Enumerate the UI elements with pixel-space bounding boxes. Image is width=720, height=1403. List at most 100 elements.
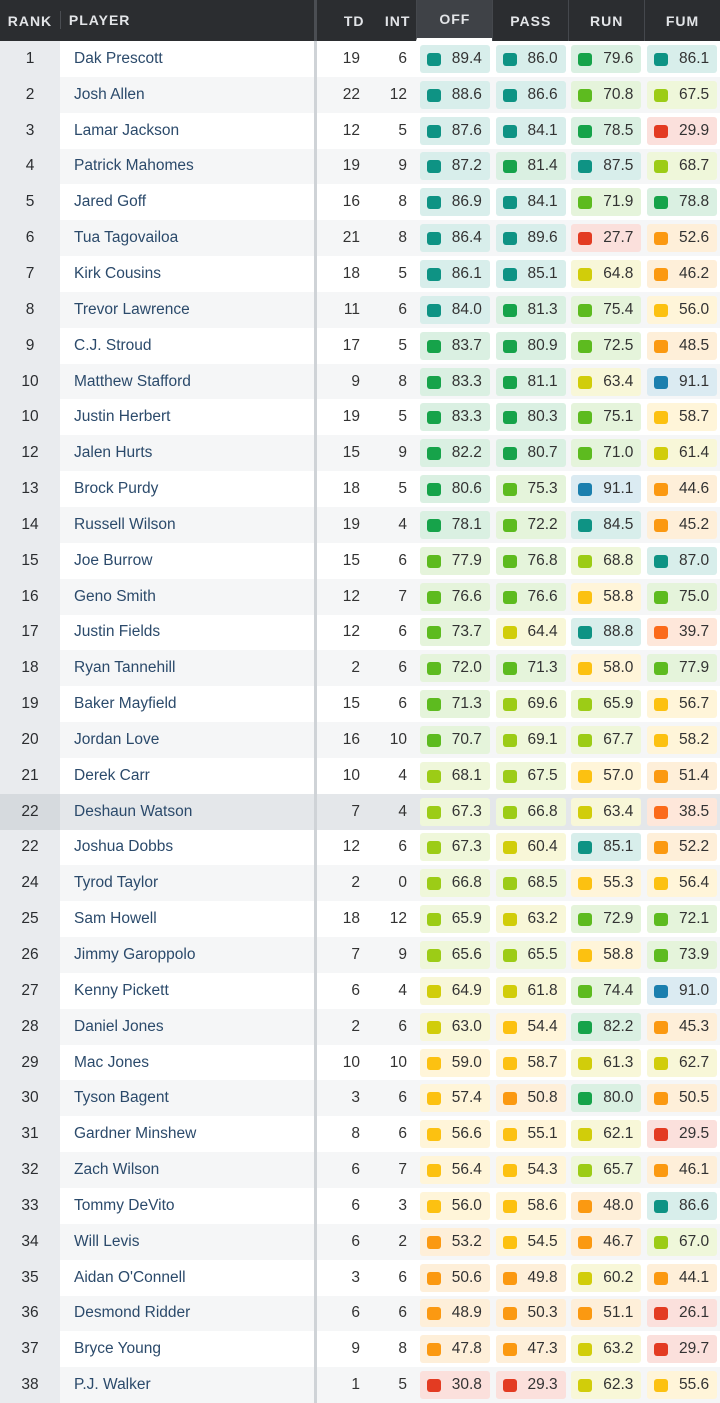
table-row[interactable]: 15 Joe Burrow 15 6 77.9 76.8 68.8 87.0 bbox=[0, 542, 720, 579]
run-grade-value: 65.9 bbox=[603, 695, 634, 713]
td-column-header[interactable]: TD bbox=[313, 0, 369, 41]
table-row[interactable]: 13 Brock Purdy 18 5 80.6 75.3 91.1 44.6 bbox=[0, 471, 720, 507]
player-name-link[interactable]: Trevor Lawrence bbox=[60, 291, 314, 328]
table-row[interactable]: 7 Kirk Cousins 18 5 86.1 85.1 64.8 46.2 bbox=[0, 256, 720, 292]
pass-grade-value: 29.3 bbox=[527, 1376, 558, 1394]
pass-column-header[interactable]: PASS bbox=[492, 0, 568, 41]
grade-color-swatch bbox=[426, 483, 441, 497]
player-name-link[interactable]: Russell Wilson bbox=[60, 506, 314, 543]
player-name-link[interactable]: Tyrod Taylor bbox=[60, 865, 314, 902]
table-row[interactable]: 4 Patrick Mahomes 19 9 87.2 81.4 87.5 68.7 bbox=[0, 148, 720, 185]
player-name-link[interactable]: Deshaun Watson bbox=[60, 793, 314, 830]
int-column-header[interactable]: INT bbox=[384, 12, 411, 29]
player-name-link[interactable]: Brock Purdy bbox=[74, 480, 159, 498]
table-row[interactable]: 22 Joshua Dobbs 12 6 67.3 60.4 85.1 52.2 bbox=[0, 829, 720, 866]
player-name-link[interactable]: Justin Herbert bbox=[74, 408, 171, 426]
table-row[interactable]: 31 Gardner Minshew 8 6 56.6 55.1 62.1 29.5 bbox=[0, 1116, 720, 1153]
player-name-link[interactable]: Patrick Mahomes bbox=[60, 148, 314, 185]
table-row[interactable]: 16 Geno Smith 12 7 76.6 76.6 58.8 75.0 bbox=[0, 578, 720, 615]
player-name-link[interactable]: Sam Howell bbox=[74, 910, 157, 928]
pass-grade-badge: 54.5 bbox=[495, 1227, 566, 1256]
table-row[interactable]: 29 Mac Jones 10 10 59.0 58.7 61.3 62.7 bbox=[0, 1044, 720, 1081]
table-row[interactable]: 22 Deshaun Watson 7 4 67.3 66.8 63.4 38.5 bbox=[0, 793, 720, 830]
table-row[interactable]: 25 Sam Howell 18 12 65.9 63.2 72.9 72.1 bbox=[0, 901, 720, 938]
table-row[interactable]: 38 P.J. Walker 1 5 30.8 29.3 62.3 55.6 bbox=[0, 1367, 720, 1403]
table-row[interactable]: 6 Tua Tagovailoa 21 8 86.4 89.6 27.7 52.6 bbox=[0, 220, 720, 257]
table-row[interactable]: 21 Derek Carr 10 4 68.1 67.5 57.0 51.4 bbox=[0, 757, 720, 794]
int-cell: 4 bbox=[398, 802, 407, 820]
grade-color-swatch bbox=[578, 877, 593, 891]
player-name-link[interactable]: Joshua Dobbs bbox=[74, 838, 174, 856]
table-row[interactable]: 32 Zach Wilson 6 7 56.4 54.3 65.7 46.1 bbox=[0, 1152, 720, 1188]
player-name-link[interactable]: Lamar Jackson bbox=[74, 121, 180, 139]
off-column-header[interactable]: OFF bbox=[416, 0, 493, 41]
pass-grade-value: 75.3 bbox=[527, 480, 558, 498]
player-name-link[interactable]: Ryan Tannehill bbox=[60, 650, 314, 687]
table-row[interactable]: 30 Tyson Bagent 3 6 57.4 50.8 80.0 50.5 bbox=[0, 1080, 720, 1117]
table-row[interactable]: 26 Jimmy Garoppolo 7 9 65.6 65.5 58.8 73.9 bbox=[0, 937, 720, 973]
fum-column-header[interactable]: FUM bbox=[644, 0, 720, 41]
player-name-link[interactable]: P.J. Walker bbox=[60, 1367, 314, 1403]
player-name-link[interactable]: Joe Burrow bbox=[74, 551, 153, 569]
player-name-link[interactable]: Kenny Pickett bbox=[74, 981, 169, 999]
table-row[interactable]: 14 Russell Wilson 19 4 78.1 72.2 84.5 45.2 bbox=[0, 506, 720, 543]
player-name-link[interactable]: Jordan Love bbox=[60, 722, 314, 758]
off-grade-badge: 89.4 bbox=[419, 44, 490, 73]
table-row[interactable]: 27 Kenny Pickett 6 4 64.9 61.8 74.4 91.0 bbox=[0, 972, 720, 1009]
player-name-link[interactable]: Jimmy Garoppolo bbox=[60, 937, 314, 973]
table-row[interactable]: 37 Bryce Young 9 8 47.8 47.3 63.2 29.7 bbox=[0, 1331, 720, 1368]
table-row[interactable]: 10 Justin Herbert 19 5 83.3 80.3 75.1 58.7 bbox=[0, 399, 720, 436]
player-name-link[interactable]: Matthew Stafford bbox=[60, 363, 314, 400]
player-name-link[interactable]: Tyson Bagent bbox=[60, 1080, 314, 1117]
table-row[interactable]: 20 Jordan Love 16 10 70.7 69.1 67.7 58.2 bbox=[0, 722, 720, 758]
table-row[interactable]: 18 Ryan Tannehill 2 6 72.0 71.3 58.0 77.9 bbox=[0, 650, 720, 687]
player-name-link[interactable]: Bryce Young bbox=[74, 1340, 162, 1358]
pass-grade-badge: 60.4 bbox=[495, 833, 566, 862]
table-row[interactable]: 34 Will Levis 6 2 53.2 54.5 46.7 67.0 bbox=[0, 1223, 720, 1260]
player-name-link[interactable]: Dak Prescott bbox=[74, 49, 163, 67]
player-name-link[interactable]: Will Levis bbox=[60, 1223, 314, 1260]
player-name-link[interactable]: Tua Tagovailoa bbox=[60, 220, 314, 257]
run-grade-value: 58.0 bbox=[603, 659, 634, 677]
grade-color-swatch bbox=[578, 303, 593, 317]
player-name-link[interactable]: Zach Wilson bbox=[60, 1152, 314, 1188]
table-row[interactable]: 8 Trevor Lawrence 11 6 84.0 81.3 75.4 56.0 bbox=[0, 291, 720, 328]
table-row[interactable]: 1 Dak Prescott 19 6 89.4 86.0 79.6 86.1 bbox=[0, 41, 720, 77]
table-row[interactable]: 9 C.J. Stroud 17 5 83.7 80.9 72.5 48.5 bbox=[0, 327, 720, 364]
player-name-link[interactable]: Gardner Minshew bbox=[74, 1125, 197, 1143]
run-grade-value: 72.9 bbox=[603, 910, 634, 928]
run-column-header[interactable]: RUN bbox=[568, 0, 644, 41]
player-name-link[interactable]: C.J. Stroud bbox=[74, 336, 152, 354]
table-row[interactable]: 24 Tyrod Taylor 2 0 66.8 68.5 55.3 56.4 bbox=[0, 865, 720, 902]
player-name-link[interactable]: Justin Fields bbox=[74, 623, 161, 641]
player-name-link[interactable]: Baker Mayfield bbox=[74, 695, 177, 713]
pass-grade-cell: 54.5 bbox=[493, 1224, 569, 1260]
table-row[interactable]: 10 Matthew Stafford 9 8 83.3 81.1 63.4 91.1 bbox=[0, 363, 720, 400]
player-name-link[interactable]: Mac Jones bbox=[74, 1053, 149, 1071]
table-row[interactable]: 19 Baker Mayfield 15 6 71.3 69.6 65.9 56.7 bbox=[0, 686, 720, 723]
table-row[interactable]: 3 Lamar Jackson 12 5 87.6 84.1 78.5 29.9 bbox=[0, 112, 720, 149]
table-row[interactable]: 36 Desmond Ridder 6 6 48.9 50.3 51.1 26.1 bbox=[0, 1295, 720, 1332]
table-row[interactable]: 12 Jalen Hurts 15 9 82.2 80.7 71.0 61.4 bbox=[0, 435, 720, 472]
player-name-link[interactable]: Josh Allen bbox=[60, 76, 314, 113]
player-name-link[interactable]: Desmond Ridder bbox=[60, 1295, 314, 1332]
grade-cells: 87.6 84.1 78.5 29.9 bbox=[417, 113, 720, 149]
player-name-link[interactable]: Geno Smith bbox=[60, 578, 314, 615]
player-name-link[interactable]: Kirk Cousins bbox=[74, 264, 161, 282]
player-name-link[interactable]: Aidan O'Connell bbox=[74, 1268, 186, 1286]
table-row[interactable]: 17 Justin Fields 12 6 73.7 64.4 88.8 39.7 bbox=[0, 614, 720, 651]
player-name-link[interactable]: Tommy DeVito bbox=[74, 1196, 175, 1214]
player-name-link[interactable]: Jalen Hurts bbox=[60, 435, 314, 472]
rank-column-header[interactable]: RANK bbox=[7, 12, 53, 29]
table-row[interactable]: 33 Tommy DeVito 6 3 56.0 58.6 48.0 86.6 bbox=[0, 1188, 720, 1224]
grade-color-swatch bbox=[426, 339, 441, 353]
player-column-header[interactable]: PLAYER bbox=[59, 11, 314, 29]
player-name-link[interactable]: Jared Goff bbox=[74, 193, 147, 211]
player-name-link[interactable]: Derek Carr bbox=[74, 766, 150, 784]
pass-grade-badge: 85.1 bbox=[495, 259, 566, 288]
player-name-link[interactable]: Daniel Jones bbox=[60, 1008, 314, 1045]
table-row[interactable]: 5 Jared Goff 16 8 86.9 84.1 71.9 78.8 bbox=[0, 184, 720, 221]
table-row[interactable]: 2 Josh Allen 22 12 88.6 86.6 70.8 67.5 bbox=[0, 76, 720, 113]
table-row[interactable]: 35 Aidan O'Connell 3 6 50.6 49.8 60.2 44.1 bbox=[0, 1259, 720, 1296]
table-row[interactable]: 28 Daniel Jones 2 6 63.0 54.4 82.2 45.3 bbox=[0, 1008, 720, 1045]
